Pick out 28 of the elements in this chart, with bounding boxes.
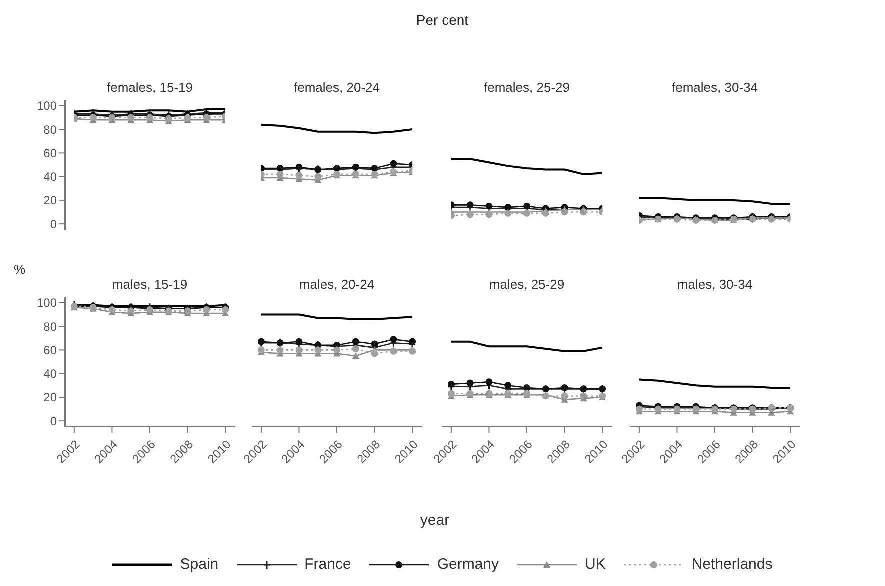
chart-title: females, 30-34 bbox=[671, 80, 759, 97]
chart-title: males, 20-24 bbox=[298, 277, 376, 294]
chart-title: females, 20-24 bbox=[293, 80, 381, 97]
legend-label: Spain bbox=[180, 556, 219, 573]
y-tick-label: 60 bbox=[44, 146, 58, 160]
legend-label: UK bbox=[585, 556, 606, 573]
y-tick-label: 40 bbox=[44, 170, 58, 184]
y-tick-label: 20 bbox=[44, 194, 58, 208]
legend-label: Netherlands bbox=[692, 556, 773, 573]
y-tick-label: 80 bbox=[44, 320, 58, 334]
y-tick-label: 100 bbox=[36, 99, 58, 114]
y-tick-label: 60 bbox=[44, 343, 58, 358]
y-tick-label: 0 bbox=[50, 414, 58, 428]
legend-label: Germany bbox=[437, 556, 499, 573]
y-tick-label: 20 bbox=[44, 390, 58, 405]
chart-title: females, 25-29 bbox=[483, 80, 571, 97]
x-axis-title: year bbox=[419, 512, 451, 529]
y-tick-label: 80 bbox=[44, 122, 58, 137]
y-axis-title: % bbox=[14, 262, 26, 277]
legend-label: France bbox=[304, 556, 352, 573]
chart-title: males, 25-29 bbox=[488, 277, 566, 294]
chart-title: females, 15-19 bbox=[106, 80, 194, 97]
chart-title: males, 30-34 bbox=[676, 277, 754, 294]
y-tick-label: 0 bbox=[50, 217, 58, 232]
text: Per cent bbox=[415, 12, 470, 28]
y-tick-label: 100 bbox=[36, 296, 58, 310]
chart-title: males, 15-19 bbox=[111, 277, 189, 294]
y-tick-label: 40 bbox=[44, 367, 58, 382]
